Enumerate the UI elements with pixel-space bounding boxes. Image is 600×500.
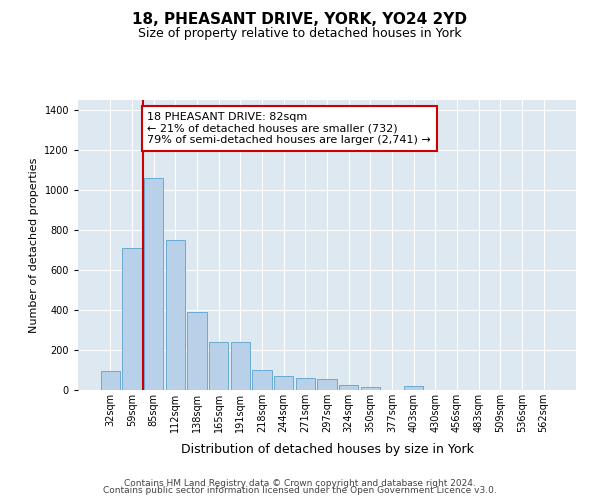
Text: 18, PHEASANT DRIVE, YORK, YO24 2YD: 18, PHEASANT DRIVE, YORK, YO24 2YD <box>133 12 467 28</box>
Bar <box>361 387 380 390</box>
Bar <box>317 379 337 390</box>
Text: 18 PHEASANT DRIVE: 82sqm
← 21% of detached houses are smaller (732)
79% of semi-: 18 PHEASANT DRIVE: 82sqm ← 21% of detach… <box>147 112 431 145</box>
Bar <box>101 371 120 390</box>
Bar <box>144 178 163 390</box>
Bar <box>187 312 207 390</box>
Bar <box>339 385 358 390</box>
Bar <box>122 248 142 390</box>
Bar <box>209 342 229 390</box>
Text: Contains public sector information licensed under the Open Government Licence v3: Contains public sector information licen… <box>103 486 497 495</box>
Bar <box>296 378 315 390</box>
X-axis label: Distribution of detached houses by size in York: Distribution of detached houses by size … <box>181 444 473 456</box>
Bar <box>166 240 185 390</box>
Bar <box>404 386 424 390</box>
Y-axis label: Number of detached properties: Number of detached properties <box>29 158 39 332</box>
Bar <box>274 376 293 390</box>
Bar <box>252 370 272 390</box>
Text: Contains HM Land Registry data © Crown copyright and database right 2024.: Contains HM Land Registry data © Crown c… <box>124 478 476 488</box>
Bar <box>230 342 250 390</box>
Text: Size of property relative to detached houses in York: Size of property relative to detached ho… <box>138 28 462 40</box>
